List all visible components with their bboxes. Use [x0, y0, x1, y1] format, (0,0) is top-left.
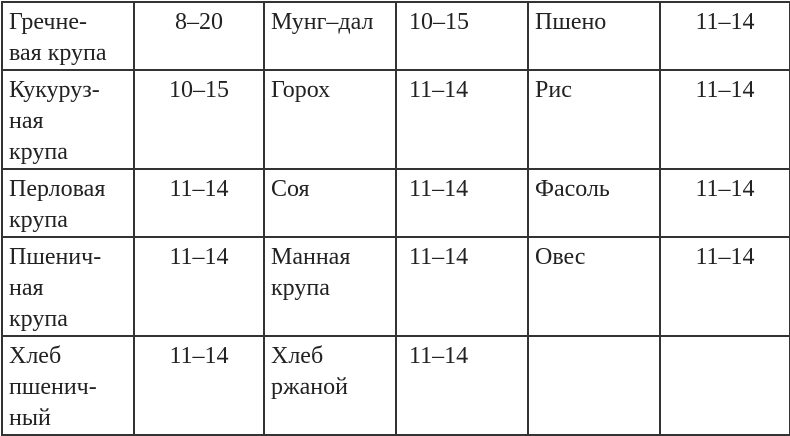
cell-text: Кукуруз- ная крупа: [9, 77, 100, 165]
cell-text: 11–14: [695, 176, 755, 202]
table-cell-product: Соя: [263, 168, 397, 238]
cell-text: Овес: [535, 244, 586, 270]
cell-text: 11–14: [695, 244, 755, 270]
table-cell-value: 11–14: [395, 335, 529, 436]
cell-text: Соя: [271, 176, 310, 202]
table-cell-product: Манная крупа: [263, 236, 397, 337]
cell-text: Пшено: [535, 9, 607, 35]
table-cell-product: [527, 335, 661, 436]
cell-text: Мунг–дал: [271, 9, 374, 35]
cell-text: 11–14: [169, 244, 229, 270]
cell-text: Перловая крупа: [9, 176, 106, 233]
cell-text: Пшенич- ная крупа: [9, 244, 102, 332]
table-cell-value: 11–14: [659, 168, 790, 238]
cell-text: 10–15: [169, 77, 229, 103]
table-cell-product: Рис: [527, 69, 661, 170]
cell-text: Хлеб пшенич- ный: [9, 343, 97, 431]
cell-text: 11–14: [169, 343, 229, 369]
table-cell-product: Овес: [527, 236, 661, 337]
cell-text: 11–14: [409, 176, 469, 202]
table-cell-product: Хлеб пшенич- ный: [1, 335, 135, 436]
cell-text: Рис: [535, 77, 572, 103]
table-cell-value: 11–14: [395, 236, 529, 337]
cell-text: 11–14: [409, 244, 469, 270]
table-cell-product: Хлеб ржаной: [263, 335, 397, 436]
table-cell-product: Перловая крупа: [1, 168, 135, 238]
table-row: Гречне- вая крупа 8–20 Мунг–дал 10–15 Пшено 1…: [1, 1, 790, 71]
table-cell-value: 10–15: [133, 69, 265, 170]
table-cell-value: 10–15: [395, 1, 529, 71]
table-cell-value: 11–14: [133, 335, 265, 436]
table-row: Перловая крупа 11–14 Соя 11–14 Фасоль 11–14: [1, 168, 790, 238]
cell-text: 11–14: [695, 77, 755, 103]
table-cell-value: 11–14: [395, 168, 529, 238]
table-cell-value: 11–14: [395, 69, 529, 170]
cell-text: 11–14: [695, 9, 755, 35]
table-row: Хлеб пшенич- ный 11–14 Хлеб ржаной 11–14: [1, 335, 790, 436]
table-cell-value: [659, 335, 790, 436]
table-cell-product: Пшено: [527, 1, 661, 71]
table-cell-value: 11–14: [659, 236, 790, 337]
cell-text: Гречне- вая крупа: [9, 9, 107, 66]
cell-text: Хлеб ржаной: [271, 343, 348, 400]
cell-text: 11–14: [169, 176, 229, 202]
cell-text: Горох: [271, 77, 331, 103]
table-cell-value: 11–14: [659, 69, 790, 170]
table-cell-value: 8–20: [133, 1, 265, 71]
table-row: Пшенич- ная крупа 11–14 Манная крупа 11–14 О…: [1, 236, 790, 337]
cell-text: 11–14: [409, 343, 469, 369]
table-cell-value: 11–14: [133, 168, 265, 238]
table-cell-product: Фасоль: [527, 168, 661, 238]
cell-text: Манная крупа: [271, 244, 351, 301]
table-cell-value: 11–14: [659, 1, 790, 71]
table-row: Кукуруз- ная крупа 10–15 Горох 11–14 Рис 11–1…: [1, 69, 790, 170]
cell-text: 8–20: [175, 9, 223, 35]
table-cell-product: Кукуруз- ная крупа: [1, 69, 135, 170]
table-cell-product: Гречне- вая крупа: [1, 1, 135, 71]
table-cell-product: Мунг–дал: [263, 1, 397, 71]
table-cell-value: 11–14: [133, 236, 265, 337]
table-cell-product: Горох: [263, 69, 397, 170]
cell-text: Фасоль: [535, 176, 610, 202]
table-cell-product: Пшенич- ная крупа: [1, 236, 135, 337]
cell-text: 10–15: [409, 9, 469, 35]
cell-text: 11–14: [409, 77, 469, 103]
